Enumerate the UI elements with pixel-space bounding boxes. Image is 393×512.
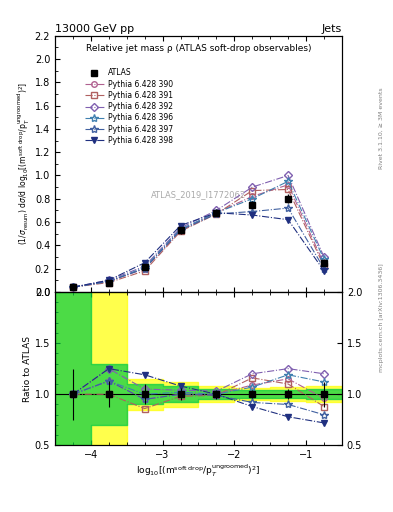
Pythia 6.428 391 — [214, 211, 219, 217]
Pythia 6.428 391 — [178, 228, 183, 234]
Line: Pythia 6.428 390: Pythia 6.428 390 — [70, 182, 327, 290]
Pythia 6.428 392 — [286, 173, 290, 179]
Pythia 6.428 397 — [71, 284, 75, 290]
Pythia 6.428 397 — [321, 266, 326, 272]
Line: Pythia 6.428 392: Pythia 6.428 392 — [70, 173, 327, 290]
Pythia 6.428 396 — [107, 279, 111, 285]
Pythia 6.428 390 — [214, 209, 219, 216]
Pythia 6.428 390 — [71, 284, 75, 290]
Pythia 6.428 392 — [321, 254, 326, 260]
Pythia 6.428 392 — [178, 225, 183, 231]
Pythia 6.428 390 — [321, 261, 326, 267]
Pythia 6.428 398 — [250, 212, 255, 218]
Pythia 6.428 398 — [214, 209, 219, 216]
Pythia 6.428 398 — [71, 284, 75, 290]
Pythia 6.428 396 — [286, 178, 290, 184]
Pythia 6.428 390 — [107, 279, 111, 285]
Pythia 6.428 397 — [214, 211, 219, 217]
Pythia 6.428 391 — [250, 187, 255, 194]
Pythia 6.428 392 — [142, 263, 147, 269]
Text: 13000 GeV pp: 13000 GeV pp — [55, 24, 134, 34]
Pythia 6.428 390 — [142, 266, 147, 272]
Line: Pythia 6.428 391: Pythia 6.428 391 — [70, 187, 327, 290]
Pythia 6.428 398 — [321, 268, 326, 274]
Pythia 6.428 391 — [286, 186, 290, 193]
Line: Pythia 6.428 396: Pythia 6.428 396 — [69, 177, 328, 291]
Pythia 6.428 392 — [71, 284, 75, 290]
Pythia 6.428 398 — [286, 217, 290, 223]
Pythia 6.428 398 — [142, 260, 147, 266]
Pythia 6.428 390 — [178, 227, 183, 233]
Pythia 6.428 392 — [214, 207, 219, 214]
Pythia 6.428 398 — [107, 277, 111, 283]
Text: Rivet 3.1.10, ≥ 3M events: Rivet 3.1.10, ≥ 3M events — [379, 87, 384, 169]
Pythia 6.428 391 — [142, 268, 147, 274]
Pythia 6.428 396 — [250, 196, 255, 202]
Pythia 6.428 392 — [250, 184, 255, 190]
Pythia 6.428 390 — [250, 194, 255, 200]
Pythia 6.428 391 — [321, 263, 326, 269]
Pythia 6.428 397 — [286, 205, 290, 211]
Pythia 6.428 396 — [321, 256, 326, 262]
Pythia 6.428 397 — [142, 266, 147, 272]
Text: ATLAS_2019_I1772062: ATLAS_2019_I1772062 — [151, 190, 246, 199]
Pythia 6.428 397 — [107, 279, 111, 285]
Line: Pythia 6.428 397: Pythia 6.428 397 — [69, 204, 328, 291]
Text: mcplots.cern.ch [arXiv:1306.3436]: mcplots.cern.ch [arXiv:1306.3436] — [379, 263, 384, 372]
Pythia 6.428 392 — [107, 277, 111, 283]
Y-axis label: $(1/\sigma_\mathrm{resum})$ d$\sigma$/d log$_{10}$[(m$^{\mathrm{soft\ drop}}$/p$: $(1/\sigma_\mathrm{resum})$ d$\sigma$/d … — [16, 82, 32, 245]
Pythia 6.428 397 — [178, 227, 183, 233]
Pythia 6.428 391 — [71, 284, 75, 290]
Text: Jets: Jets — [321, 24, 342, 34]
Line: Pythia 6.428 398: Pythia 6.428 398 — [70, 210, 327, 290]
Pythia 6.428 396 — [178, 226, 183, 232]
X-axis label: log$_{10}$[(m$^{\mathrm{soft\ drop}}$/p$_T^{\mathrm{ungroomed}}$)$^2$]: log$_{10}$[(m$^{\mathrm{soft\ drop}}$/p$… — [136, 463, 261, 479]
Pythia 6.428 396 — [142, 264, 147, 270]
Pythia 6.428 396 — [71, 284, 75, 290]
Text: Relative jet mass ρ (ATLAS soft-drop observables): Relative jet mass ρ (ATLAS soft-drop obs… — [86, 44, 311, 53]
Pythia 6.428 398 — [178, 222, 183, 228]
Pythia 6.428 396 — [214, 209, 219, 216]
Pythia 6.428 391 — [107, 280, 111, 286]
Pythia 6.428 390 — [286, 182, 290, 188]
Legend: ATLAS, Pythia 6.428 390, Pythia 6.428 391, Pythia 6.428 392, Pythia 6.428 396, P: ATLAS, Pythia 6.428 390, Pythia 6.428 39… — [82, 65, 176, 148]
Y-axis label: Ratio to ATLAS: Ratio to ATLAS — [23, 336, 32, 401]
Pythia 6.428 397 — [250, 208, 255, 215]
